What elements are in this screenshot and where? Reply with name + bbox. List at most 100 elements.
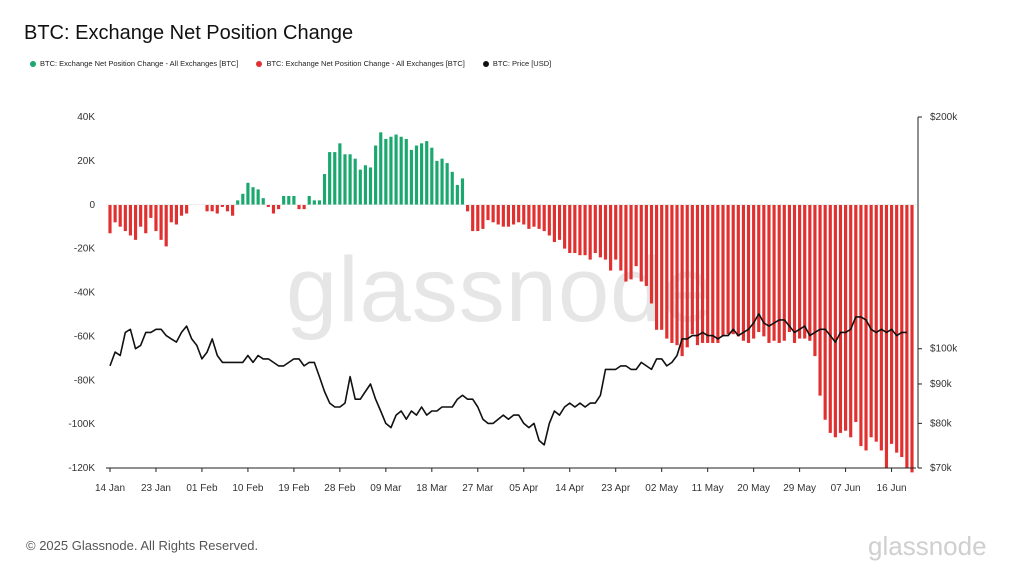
bar-negative — [522, 204, 526, 225]
x-tick-label: 23 Jan — [141, 483, 171, 494]
bar-positive — [282, 195, 286, 205]
bar-negative — [609, 204, 613, 271]
x-tick-label: 16 Jun — [877, 483, 907, 494]
bar-positive — [251, 187, 255, 205]
bar-negative — [271, 204, 276, 214]
bar-negative — [552, 204, 557, 243]
bar-positive — [338, 143, 342, 205]
legend-label: BTC: Exchange Net Position Change - All … — [40, 59, 239, 68]
y2-tick-label: $80k — [930, 418, 953, 429]
bar-negative — [660, 204, 664, 330]
bar-positive — [343, 154, 347, 205]
bar-positive — [312, 200, 316, 205]
bar-positive — [333, 152, 337, 205]
bar-positive — [425, 141, 429, 205]
bar-negative — [716, 204, 720, 343]
bar-negative — [859, 204, 863, 447]
legend-item-price[interactable]: BTC: Price [USD] — [482, 59, 551, 68]
bar-negative — [118, 204, 122, 227]
bar-negative — [465, 204, 470, 212]
bar-negative — [603, 204, 608, 260]
bar-negative — [833, 204, 837, 438]
bar-positive — [404, 138, 408, 205]
bar-negative — [185, 204, 189, 214]
bar-negative — [838, 204, 843, 433]
legend-item-negative[interactable]: BTC: Exchange Net Position Change - All … — [256, 59, 465, 68]
y-tick-label: -20K — [74, 244, 95, 255]
bar-negative — [593, 204, 597, 254]
bar-positive — [236, 200, 240, 205]
bar-positive — [287, 195, 291, 205]
bar-negative — [174, 204, 178, 225]
bar-positive — [292, 195, 296, 205]
bar-negative — [266, 204, 270, 207]
bar-positive — [394, 134, 398, 205]
bar-negative — [639, 204, 643, 282]
bar-negative — [634, 204, 638, 267]
bar-positive — [389, 136, 393, 205]
bar-negative — [527, 204, 531, 229]
bar-negative — [557, 204, 562, 240]
y2-tick-label: $100k — [930, 344, 958, 355]
bar-negative — [849, 204, 853, 438]
bar-positive — [261, 198, 265, 205]
bar-negative — [302, 204, 306, 210]
bar-negative — [108, 204, 112, 234]
bar-positive — [414, 145, 419, 205]
bar-negative — [787, 204, 791, 332]
bar-negative — [297, 204, 301, 210]
bar-negative — [563, 204, 567, 249]
bar-negative — [680, 204, 684, 357]
bar-negative — [128, 204, 133, 236]
legend-item-positive[interactable]: BTC: Exchange Net Position Change - All … — [30, 59, 238, 68]
bar-negative — [573, 204, 577, 254]
bar-negative — [276, 204, 281, 210]
bar-positive — [440, 158, 444, 205]
bar-negative — [169, 204, 173, 223]
x-tick-label: 23 Apr — [601, 483, 631, 494]
bar-negative — [905, 204, 909, 468]
bar-negative — [149, 204, 153, 218]
bar-negative — [757, 204, 761, 332]
bar-negative — [133, 204, 138, 240]
bar-negative — [685, 204, 689, 348]
bar-negative — [711, 204, 715, 343]
bar-negative — [803, 204, 807, 339]
bar-negative — [746, 204, 751, 343]
y-tick-label: 20K — [77, 156, 95, 167]
bar-positive — [384, 138, 388, 205]
y-tick-label: 0 — [89, 200, 95, 211]
x-tick-label: 27 Mar — [462, 483, 494, 494]
bar-negative — [501, 204, 505, 227]
x-tick-label: 10 Feb — [232, 483, 264, 494]
bar-negative — [471, 204, 475, 232]
bar-negative — [736, 204, 740, 337]
bar-negative — [547, 204, 551, 236]
bar-negative — [139, 204, 143, 227]
bar-negative — [772, 204, 776, 341]
bar-positive — [430, 147, 434, 205]
bar-negative — [568, 204, 572, 254]
copyright-text: © 2025 Glassnode. All Rights Reserved. — [26, 538, 259, 553]
y-tick-label: -120K — [68, 463, 95, 474]
y-tick-label: -100K — [68, 419, 95, 430]
brand-logo: glassnode — [868, 531, 987, 561]
bar-negative — [210, 204, 214, 212]
bar-positive — [460, 178, 465, 205]
bar-negative — [869, 204, 873, 438]
chart-legend: BTC: Exchange Net Position Change - All … — [30, 59, 551, 68]
bar-negative — [762, 204, 766, 337]
bar-negative — [879, 204, 883, 451]
y-tick-label: -60K — [74, 331, 95, 342]
bar-negative — [752, 204, 756, 339]
bar-negative — [583, 204, 587, 256]
bar-negative — [486, 204, 490, 221]
bar-negative — [910, 204, 914, 473]
bar-positive — [322, 174, 327, 205]
bar-negative — [813, 204, 817, 357]
y2-tick-label: $90k — [930, 379, 953, 390]
bar-positive — [445, 163, 449, 205]
bar-negative — [598, 204, 602, 258]
bar-negative — [159, 204, 163, 240]
bar-negative — [808, 204, 812, 341]
